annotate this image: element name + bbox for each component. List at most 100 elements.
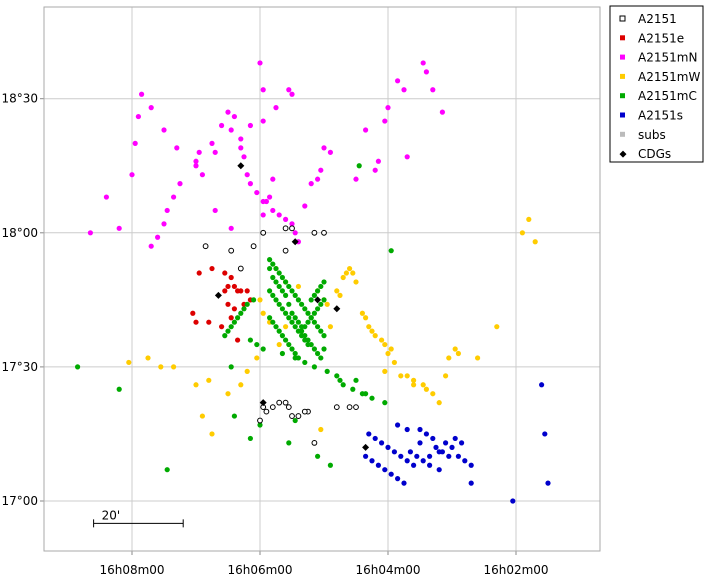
point-a2151mn <box>372 167 378 173</box>
point-a2151mn <box>263 198 269 205</box>
point-a2151s <box>423 431 429 437</box>
point-a2151mc <box>311 346 317 352</box>
point-a2151e <box>222 270 228 276</box>
point-a2151e <box>193 319 199 325</box>
point-a2151mw <box>254 355 260 361</box>
point-a2151mc <box>276 301 282 307</box>
point-a2151s <box>539 382 545 388</box>
point-a2151mn <box>129 172 135 178</box>
point-a2151mn <box>132 140 138 146</box>
legend-label-a2151e: A2151e <box>638 31 684 45</box>
point-a2151mw <box>411 377 417 383</box>
point-a2151mc <box>311 310 317 316</box>
point-a2151mw <box>244 368 250 374</box>
point-a2151mc <box>311 319 317 325</box>
point-a2151mc <box>318 355 324 361</box>
point-a2151mc <box>267 265 273 272</box>
point-a2151mn <box>315 176 321 182</box>
point-a2151mc <box>228 324 234 330</box>
point-a2151mc <box>356 163 362 169</box>
point-a2151mw <box>455 350 461 357</box>
gridlines <box>40 7 600 555</box>
plot-frame <box>43 6 601 552</box>
point-a2151mw <box>324 301 330 307</box>
legend-label-a2151mc: A2151mC <box>638 89 697 103</box>
point-a2151mn <box>148 243 154 249</box>
point-a2151mc <box>279 350 285 357</box>
point-a2151mn <box>247 181 253 187</box>
point-a2151mn <box>228 225 234 231</box>
point-a2151s <box>417 426 423 433</box>
scale-bar-label: 20' <box>102 508 121 522</box>
point-a2151mn <box>193 158 199 164</box>
point-a2151e <box>222 288 228 294</box>
legend-marker-a2151s <box>620 112 625 118</box>
point-a2151mc <box>299 324 305 330</box>
point-a2151mc <box>273 297 279 303</box>
point-a2151mc <box>289 346 295 352</box>
point-a2151mw <box>260 310 266 316</box>
point-a2151mn <box>257 60 263 66</box>
point-a2151s <box>401 480 407 486</box>
legend-frame <box>609 5 704 163</box>
point-cdgs <box>314 296 322 304</box>
point-a2151s <box>459 440 465 446</box>
point-a2151mc <box>388 248 394 254</box>
y-tick-label: 18°00 <box>1 226 38 240</box>
point-a2151mn <box>177 181 183 187</box>
point-a2151mc <box>270 274 276 281</box>
point-a2151mw <box>379 337 385 343</box>
point-a2151mc <box>273 324 279 330</box>
point-a2151mw <box>295 283 301 290</box>
legend-marker-subs <box>620 131 625 137</box>
x-tick-label: 16h04m00 <box>355 563 420 576</box>
point-a2151 <box>285 404 292 411</box>
point-a2151mc <box>276 328 282 334</box>
point-a2151mc <box>270 261 276 267</box>
point-a2151s <box>404 426 410 433</box>
point-a2151mn <box>254 189 260 196</box>
point-a2151mn <box>260 212 266 218</box>
point-a2151mn <box>395 78 401 84</box>
point-a2151e <box>196 270 202 276</box>
point-a2151mw <box>276 341 282 348</box>
point-cdgs <box>362 443 370 451</box>
x-tick-label: 16h02m00 <box>483 563 548 576</box>
point-a2151e <box>225 301 231 307</box>
point-a2151s <box>446 453 452 459</box>
point-a2151mw <box>334 288 340 294</box>
point-a2151mw <box>145 355 151 361</box>
point-a2151mw <box>363 315 369 321</box>
point-a2151e <box>238 288 244 294</box>
point-a2151mc <box>359 391 365 397</box>
point-a2151mn <box>260 118 266 124</box>
point-a2151mc <box>286 341 292 348</box>
point-a2151mn <box>385 105 391 111</box>
point-a2151mw <box>385 350 391 357</box>
point-a2151s <box>510 498 516 504</box>
point-a2151mc <box>283 337 289 343</box>
point-a2151mn <box>238 136 244 142</box>
scale-bar: 20' <box>93 508 184 528</box>
point-a2151mw <box>257 297 263 303</box>
point-a2151 <box>301 408 308 415</box>
point-a2151mc <box>247 435 253 442</box>
point-a2151mc <box>318 301 324 307</box>
point-a2151 <box>311 229 318 236</box>
point-a2151mc <box>315 453 321 459</box>
point-a2151mn <box>270 207 276 214</box>
point-a2151mn <box>276 212 282 218</box>
point-a2151mc <box>276 283 282 290</box>
point-a2151mc <box>311 364 317 370</box>
point-a2151mn <box>292 230 298 236</box>
point-a2151mc <box>254 341 260 348</box>
point-a2151mn <box>375 158 381 164</box>
point-a2151mc <box>289 310 295 316</box>
point-a2151mc <box>270 319 276 325</box>
point-a2151mc <box>302 333 308 339</box>
point-a2151mc <box>75 364 81 370</box>
point-a2151mc <box>292 292 298 298</box>
legend-marker-a2151mc <box>620 93 625 99</box>
point-a2151s <box>468 480 474 486</box>
point-a2151s <box>449 444 455 450</box>
